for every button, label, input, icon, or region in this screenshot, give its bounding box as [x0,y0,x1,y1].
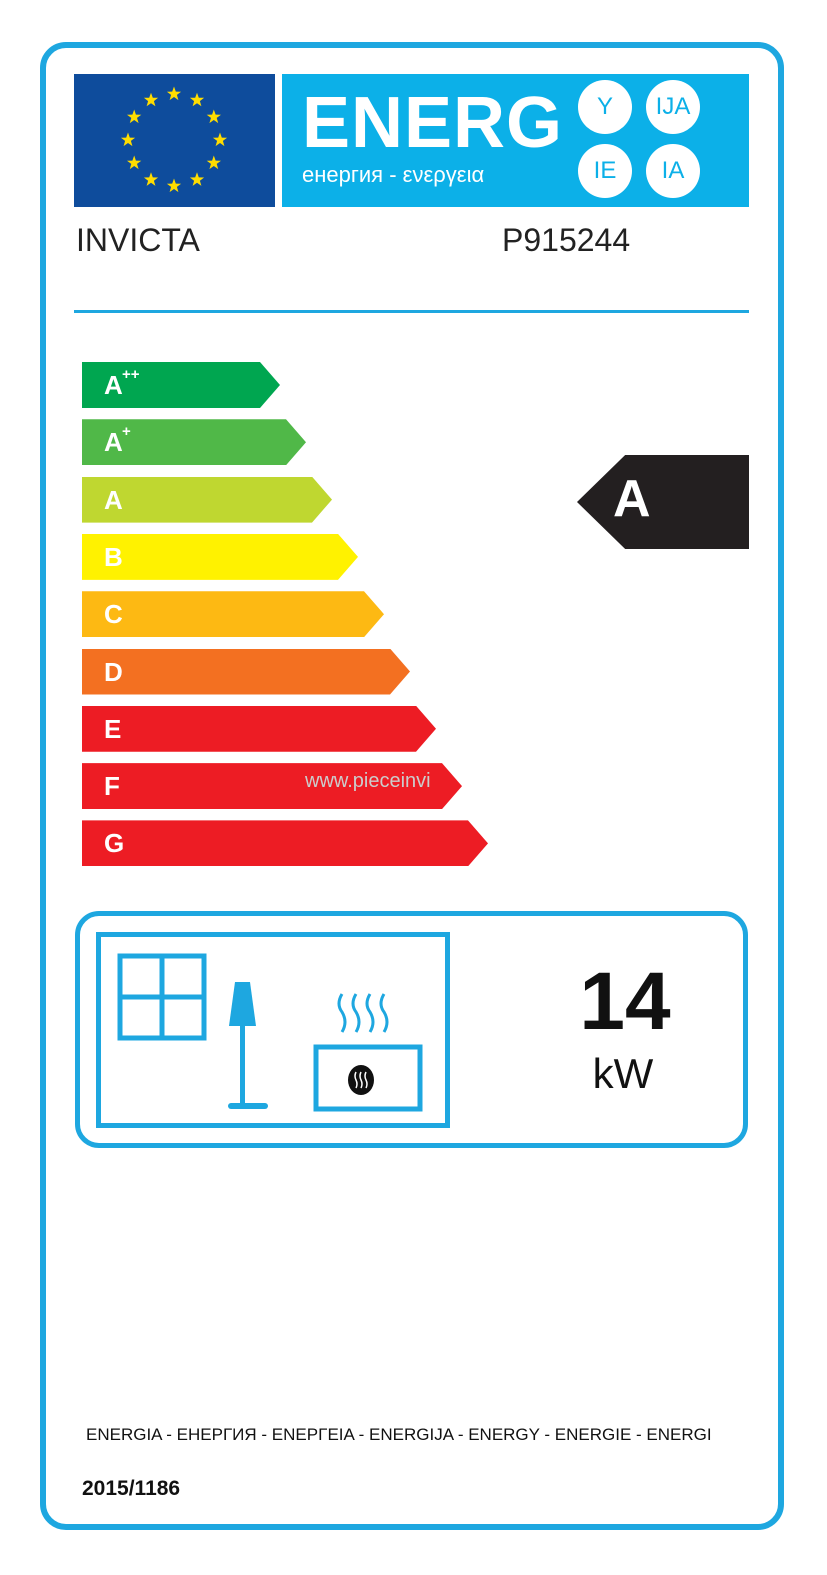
energy-class-bar: E [82,705,436,752]
star-icon [127,109,142,124]
energy-class-sup: + [122,423,131,441]
suffix-circle: IJA [646,80,700,134]
star-icon [189,92,205,107]
star-icon [143,172,159,186]
energy-class-bar: D [82,648,410,695]
energy-class-label: F [104,771,120,802]
suffix-circle: Y [578,80,632,134]
energy-class-label: A [104,484,123,515]
energy-class-label: A [104,427,123,458]
heater-icon [313,993,423,1112]
footer-languages: ENERGIA - ЕНЕРГИЯ - ΕΝΕΡΓΕΙΑ - ENERGIJA … [86,1425,712,1444]
energy-class-label: C [104,599,123,630]
rating-class: A [613,470,651,528]
star-icon [206,109,221,124]
eu-flag [74,74,275,207]
energy-banner: ENERG енергия - ενεργεια Y IJA IE IA [282,74,749,207]
energy-title: ENERG [302,83,564,163]
energy-class-bar: F [82,763,462,810]
divider [74,310,749,313]
energy-class-label: A [104,370,123,400]
energy-class-label: D [104,656,123,687]
window-icon [117,953,207,1041]
energy-class-bar: A + [82,419,306,466]
room-icons [117,953,423,1112]
supplier-name: INVICTA [76,222,200,258]
energy-class-bar: G [82,820,488,867]
star-icon [166,178,182,193]
star-icon [143,92,159,107]
label-frame [40,42,784,1530]
star-icon [206,155,221,170]
model-id: P915244 [502,222,631,258]
energy-class-bar: C [82,591,384,638]
energy-class-bar: B [82,533,358,580]
energy-subtitle: енергия - ενεργεια [302,162,485,187]
energy-class-bar: A [82,476,332,523]
suffix-circle: IE [578,144,632,198]
room-illustration [96,932,450,1128]
eu-stars-icon [120,86,228,193]
regulation-number: 2015/1186 [82,1477,181,1500]
suffix-circle: IA [646,144,700,198]
star-icon [127,155,142,170]
energy-class-label: G [104,828,125,859]
star-icon [166,86,182,101]
energy-class-sup: ++ [122,366,140,383]
star-icon [189,172,205,186]
energy-class-label: B [104,541,123,572]
lamp-icon [228,982,268,1109]
energy-class-label: E [104,713,122,744]
heat-output-value: 14 [579,956,671,1047]
heat-output-unit: kW [592,1050,654,1097]
watermark: www.pieceinvi [305,770,431,792]
energy-class-bar: A ++ [82,362,280,408]
star-icon [212,132,228,147]
output-panel [75,911,748,1148]
star-icon [120,132,136,147]
